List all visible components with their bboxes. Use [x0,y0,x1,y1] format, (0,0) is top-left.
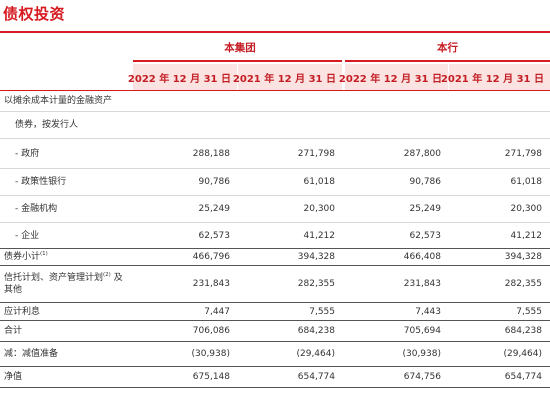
column-header-bank-2022: 2022 年 12 月 31 日 [339,64,448,90]
section-title: 债权投资 [3,5,66,23]
row-label-text: 净值 [4,372,23,382]
table-cell: 287,800 [403,148,441,159]
table-cell: 90,786 [409,177,442,187]
row-label: - 金融机构 [15,196,57,222]
table-cell: 62,573 [198,230,231,241]
table-cell: 705,694 [403,326,441,336]
table-cell: 466,796 [192,252,230,262]
table-cell: 394,328 [504,252,542,262]
row-label-text: 以摊余成本计量的金融资产 [4,96,113,106]
table-row: 信托计划、资产管理计划(2) 及其他 231,843 282,355 231,843 2… [0,266,550,303]
table-cell: 7,447 [204,306,230,317]
row-label-text: 债券，按发行人 [15,120,79,130]
table-cell: 394,328 [297,252,335,262]
table-cell: 231,843 [192,279,230,289]
table-cell: (30,938) [191,349,230,359]
title-rule [0,31,550,33]
table-cell: 282,355 [297,279,335,289]
row-label-text: 债券小计 [4,252,41,262]
column-header-group-2021: 2021 年 12 月 31 日 [233,64,342,90]
table-cell: (29,464) [296,349,335,359]
group-underline-bank [345,60,550,62]
table-cell: 271,798 [504,148,542,159]
group-underline-group [133,60,342,62]
table-cell: 654,774 [504,372,542,382]
table-cell: 20,300 [510,204,543,214]
table-row: 净值 675,148 654,774 674,756 654,774 [0,367,550,388]
footnote-marker: (1) [40,251,48,257]
table-cell [133,112,230,138]
table-cell [345,112,441,138]
row-label-text: 信托计划、资产管理计划 [4,273,104,283]
group-header-bank: 本行 [437,42,458,54]
row-label: - 企业 [15,223,39,248]
row-label-line2: 其他 [4,285,23,295]
row-label: 应计利息 [4,303,40,320]
table-cell: 90,786 [198,177,231,187]
table-row: 债券小计(1) 466,796 394,328 466,408 394,328 [0,249,550,266]
table-cell [238,112,335,138]
table-cell: 61,018 [303,177,336,187]
footnote-marker: (2) [103,272,111,278]
table-cell: 7,555 [516,306,542,317]
table-cell: 675,148 [192,372,230,382]
table-cell: (30,938) [402,349,441,359]
table-row: - 企业 62,573 41,212 62,573 41,212 [0,223,550,249]
table-cell: 674,756 [403,372,441,382]
row-label-text: 减：减值准备 [4,349,59,359]
row-label-text: - 政策性银行 [15,177,67,187]
table-cell [345,91,441,111]
row-label-text: 应计利息 [4,306,41,317]
row-label: - 政策性银行 [15,169,66,195]
row-label: 净值 [4,367,22,387]
table-row: - 金融机构 25,249 20,300 25,249 20,300 [0,196,550,223]
table-row: 以摊余成本计量的金融资产 [0,91,550,112]
row-label: 合计 [4,321,22,341]
column-header-group-2022: 2022 年 12 月 31 日 [128,64,237,90]
table-cell: 41,212 [510,230,543,241]
table-cell: 62,573 [409,230,442,241]
table-row: - 政策性银行 90,786 61,018 90,786 61,018 [0,169,550,196]
table-cell: 20,300 [303,204,336,214]
row-label-text: - 金融机构 [15,204,58,214]
table-row: 应计利息 7,447 7,555 7,443 7,555 [0,303,550,321]
column-header-bank-2021: 2021 年 12 月 31 日 [441,64,550,90]
row-label: 信托计划、资产管理计划(2) 及其他 [4,266,123,302]
table-cell: 288,188 [192,148,230,159]
table-cell: 466,408 [403,252,441,262]
table-cell: 25,249 [198,204,231,214]
table-cell: (29,464) [503,349,542,359]
row-label: - 政府 [15,139,39,168]
table-cell: 7,555 [309,306,335,317]
row-label: 以摊余成本计量的金融资产 [4,91,112,111]
row-label-text: - 企业 [15,230,40,241]
table-cell [133,91,230,111]
table-cell: 282,355 [504,279,542,289]
row-label-tail: 及 [110,273,123,283]
table-cell: 684,238 [297,326,335,336]
table-cell: 41,212 [303,230,336,241]
header-divider [0,90,550,91]
table-cell: 231,843 [403,279,441,289]
row-label-text: - 政府 [15,148,40,159]
table-row: 合计 706,086 684,238 705,694 684,238 [0,321,550,342]
table-cell: 654,774 [297,372,335,382]
table-row: 债券，按发行人 [0,112,550,139]
table-cell [238,91,335,111]
table-cell: 61,018 [510,177,543,187]
row-label: 债券，按发行人 [15,112,78,138]
table-cell: 7,443 [415,306,441,317]
table-cell [449,91,542,111]
table-cell [449,112,542,138]
row-label: 债券小计(1) [4,249,48,265]
group-header-group: 本集团 [224,42,256,54]
table-cell: 706,086 [192,326,230,336]
row-label: 减：减值准备 [4,342,58,366]
row-label-text: 合计 [4,326,23,336]
table-cell: 271,798 [297,148,335,159]
table-cell: 684,238 [504,326,542,336]
table-cell: 25,249 [409,204,442,214]
table-row: 减：减值准备 (30,938) (29,464) (30,938) (29,464) [0,342,550,367]
table-row: - 政府 288,188 271,798 287,800 271,798 [0,139,550,169]
